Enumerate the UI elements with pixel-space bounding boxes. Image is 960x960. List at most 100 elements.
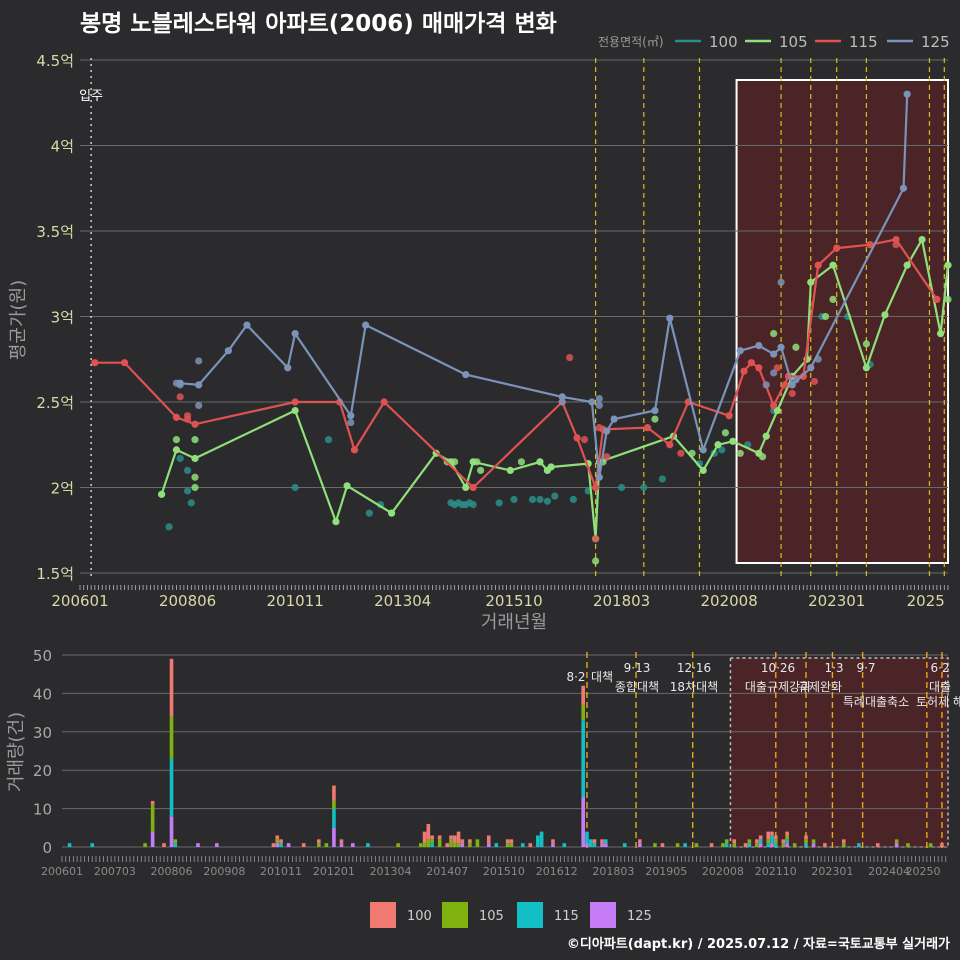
bar-100 [339,839,344,844]
y-tick-label: 20 [33,762,52,780]
bar-115 [332,808,336,828]
point-125 [243,321,251,329]
point-105 [936,330,945,338]
x-tick-label: 200601 [51,592,108,610]
point-100 [528,495,537,504]
x-tick-label: 202301 [808,592,865,610]
bar-105 [653,843,657,847]
point-105 [699,466,707,474]
bar-105 [150,804,155,832]
x-tick-label: 201612 [536,865,578,878]
bar-105 [173,839,178,844]
point-100 [183,466,192,474]
x-tick-label: 200806 [159,592,216,610]
x-tick-label: 202008 [702,865,744,878]
x-tick-label: 201201 [313,865,355,878]
point-105 [807,278,815,286]
point-115 [666,441,674,449]
point-100 [324,436,333,444]
point-115 [773,364,781,372]
point-125 [736,347,744,355]
bar-100 [271,843,276,847]
point-115 [469,483,477,492]
point-115 [740,367,748,375]
bar-125 [196,843,200,847]
bar-115 [857,843,861,847]
point-115 [595,424,603,432]
bar-100 [332,785,336,801]
legend-title: 전용면적(㎡) [598,35,664,49]
bar-125 [785,843,789,847]
bar-105 [317,843,321,847]
source-footer: ©디아파트(dapt.kr) / 2025.07.12 / 자료=국토교통부 실… [566,937,950,952]
bar-105 [456,843,461,847]
point-125 [807,364,815,372]
bar-100 [430,835,434,840]
point-115 [788,389,796,398]
point-105 [172,436,181,444]
point-115 [176,393,184,401]
point-125 [903,90,911,98]
point-125 [195,401,203,410]
bar-105 [275,839,280,844]
volume-chart: 0 10 20 30 40 50 거래량(건) 8·2 대책 9·13 종합대책 12·16 18차대책… [6,647,960,928]
legend-label-125: 125 [627,909,652,924]
point-115 [183,412,192,420]
point-125 [195,381,203,389]
point-105 [172,446,181,454]
point-125 [558,398,566,406]
bar-125 [551,843,555,847]
highlight-region [735,79,949,564]
point-105 [158,490,166,498]
bar-100 [781,839,786,844]
bar-100 [581,685,585,705]
policy-date-label: 8·2 [566,670,585,684]
bar-100 [940,843,944,847]
bar-125 [758,843,763,847]
bar-125 [286,843,291,847]
bar-105 [773,839,778,844]
bar-100 [743,843,748,847]
point-100 [495,499,503,507]
bar-100 [755,839,759,844]
bar-105 [841,843,846,847]
point-105 [291,406,299,415]
bar-100 [841,839,846,844]
policy-name-label: 특례대출축소 [843,695,909,709]
bar-105 [766,839,771,844]
bar-100 [426,823,431,840]
x-tick-label: 201510 [485,592,542,610]
point-115 [747,359,756,367]
x-axis-title: 거래년월 [481,612,547,633]
point-125 [777,343,785,351]
x-tick-label: 201510 [483,865,525,878]
point-125 [347,418,355,427]
bar-115 [604,839,608,844]
x-tick-label: 202301 [811,865,853,878]
bar-100 [445,843,450,847]
bar-100 [162,843,166,847]
bar-100 [275,835,280,840]
bar-105 [418,843,423,847]
point-100 [718,446,726,454]
bar-115 [536,835,540,847]
bar-115 [588,839,593,847]
point-100 [658,475,666,483]
bar-115 [366,843,370,847]
bar-115 [279,843,283,847]
bar-100 [279,839,283,844]
bar-105 [437,839,442,847]
point-105 [829,261,837,269]
policy-date-label: 6·2 [930,661,949,675]
point-105 [881,311,889,319]
y-tick-label: 4.5억 [36,52,74,70]
bar-115 [804,843,808,847]
point-115 [172,413,181,421]
bar-115 [494,843,499,847]
bar-105 [475,839,480,847]
point-125 [595,473,603,481]
point-105 [688,449,696,457]
legend-label-125: 125 [921,33,950,51]
point-105 [517,458,526,466]
point-115 [799,372,807,380]
